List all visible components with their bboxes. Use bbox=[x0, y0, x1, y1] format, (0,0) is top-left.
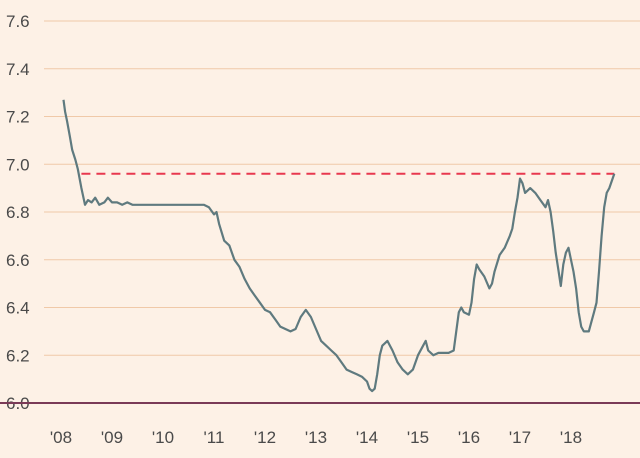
y-tick-label: 6.8 bbox=[6, 203, 30, 222]
series-line bbox=[62, 99, 616, 393]
x-tick-label: '18 bbox=[560, 428, 582, 447]
gridlines bbox=[44, 20, 640, 356]
x-tick-label: '12 bbox=[254, 428, 276, 447]
x-tick-label: '16 bbox=[458, 428, 480, 447]
x-tick-label: '11 bbox=[204, 428, 225, 447]
y-tick-label: 7.4 bbox=[6, 60, 30, 79]
y-axis-ticks: 6.06.26.46.66.87.07.27.47.6 bbox=[6, 12, 30, 413]
x-tick-label: '09 bbox=[101, 428, 123, 447]
y-tick-label: 6.2 bbox=[6, 346, 30, 365]
y-tick-label: 7.0 bbox=[6, 155, 30, 174]
x-tick-label: '15 bbox=[407, 428, 429, 447]
x-tick-label: '10 bbox=[152, 428, 174, 447]
x-tick-label: '08 bbox=[50, 428, 72, 447]
y-tick-label: 6.6 bbox=[6, 251, 30, 270]
y-tick-label: 7.6 bbox=[6, 12, 30, 31]
y-tick-label: 6.4 bbox=[6, 299, 30, 318]
x-tick-label: '13 bbox=[305, 428, 327, 447]
x-axis-ticks: '08 '09 '10 '11 '12 '13 '14 '15 '16 '17 '18 bbox=[50, 428, 582, 447]
x-tick-label: '17 bbox=[509, 428, 531, 447]
y-tick-label: 7.2 bbox=[6, 108, 30, 127]
x-tick-label: '14 bbox=[356, 428, 378, 447]
